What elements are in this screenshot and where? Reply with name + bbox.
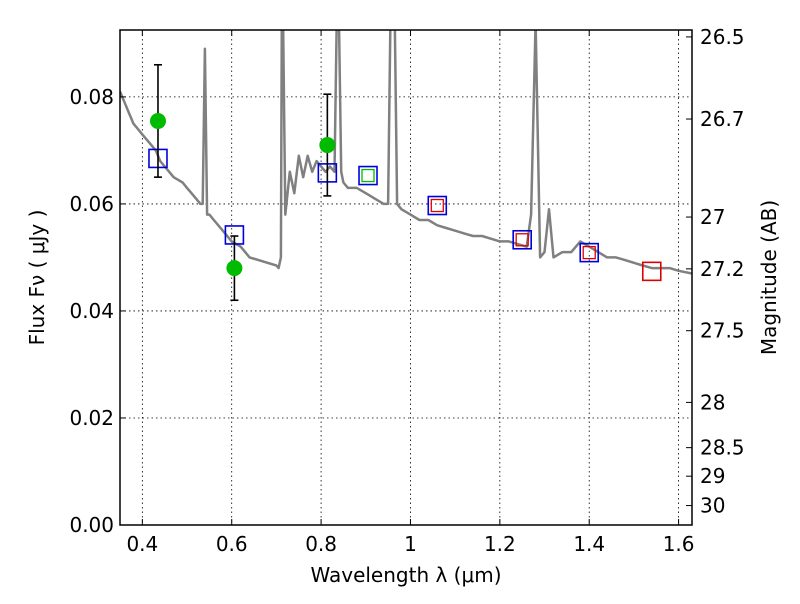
observed-point [319, 137, 336, 154]
grid-lines [120, 30, 692, 526]
x-tick-label: 1.6 [663, 532, 695, 556]
model-photometry-box [358, 165, 378, 186]
y2-tick-label: 30 [700, 494, 725, 518]
y-tick-label: 0.06 [69, 192, 114, 216]
axes: 0.4 0.6 0.8 1 1.2 1.4 1.6 0.00 0.02 0.04 0.06 0.08 2… [69, 25, 744, 556]
model-photometry-box [641, 261, 662, 282]
x-tick-label: 1.2 [484, 532, 516, 556]
y2-tick-label: 28 [700, 390, 725, 414]
y2-axis-label: Magnitude (AB) [757, 200, 781, 355]
inner-photometry-box [515, 233, 529, 247]
observed-point [226, 260, 243, 277]
y2-tick-label: 28.5 [700, 436, 745, 460]
y2-tick-label: 26.5 [700, 25, 745, 49]
y2-tick-label: 27.2 [700, 257, 745, 281]
y2-tick-label: 29 [700, 464, 725, 488]
y2-tick-label: 26.7 [700, 107, 745, 131]
model-photometry-box [512, 229, 532, 250]
model-photometry-box [579, 242, 600, 263]
y-tick-label: 0.04 [69, 299, 114, 323]
y2-tick-label: 27.5 [700, 319, 745, 343]
y-tick-label: 0.08 [69, 85, 114, 109]
observed-point [149, 112, 166, 129]
y2-tick-label: 27 [700, 205, 725, 229]
plot-area [120, 30, 692, 302]
x-tick-label: 1.4 [573, 532, 605, 556]
model-photometry-box [427, 195, 448, 216]
plot-frame [119, 29, 693, 526]
x-tick-label: 0.6 [216, 532, 248, 556]
model-spectrum-line [120, 30, 692, 275]
inner-photometry-box [430, 198, 444, 213]
x-tick-label: 1 [404, 532, 417, 556]
y-axis-label: Flux Fν ( μJy ) [25, 210, 49, 346]
x-axis-label: Wavelength λ (μm) [310, 563, 501, 587]
y-tick-label: 0.00 [69, 513, 114, 537]
inner-photometry-box [582, 245, 596, 260]
x-tick-label: 0.8 [305, 532, 337, 556]
x-tick-label: 0.4 [126, 532, 158, 556]
inner-photometry-box [361, 168, 375, 183]
y-tick-label: 0.02 [69, 406, 114, 430]
